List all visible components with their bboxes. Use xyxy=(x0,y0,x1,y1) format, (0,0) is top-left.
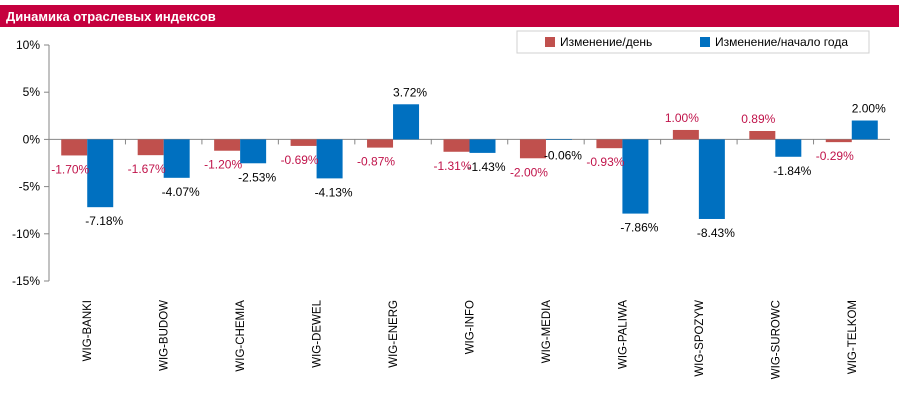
data-label-ytd: -4.13% xyxy=(315,185,353,199)
legend-label-ytd: Изменение/начало года xyxy=(715,35,848,49)
bar-day-change xyxy=(519,139,546,159)
bar-ytd-change xyxy=(698,139,725,219)
y-tick-label: 5% xyxy=(23,85,41,99)
bar-ytd-change xyxy=(87,139,114,208)
bar-day-change xyxy=(596,139,623,149)
data-label-ytd: -4.07% xyxy=(162,185,200,199)
data-label-day: -1.31% xyxy=(433,159,471,173)
x-category-label: WIG-ENERG xyxy=(388,300,400,368)
bar-ytd-change xyxy=(240,139,267,164)
y-tick-label: -10% xyxy=(12,227,40,241)
x-category-label: WIG-MEDIA xyxy=(541,300,553,364)
data-label-day: -1.67% xyxy=(128,162,166,176)
x-category-label: WIG-SPOZYW xyxy=(694,300,706,377)
data-label-day: -0.87% xyxy=(357,155,395,169)
bar-ytd-change xyxy=(393,104,420,140)
legend-box xyxy=(516,30,870,54)
data-label-ytd: -2.53% xyxy=(238,170,276,184)
x-category-label: WIG-TELKOM xyxy=(847,300,859,374)
x-category-label: WIG-CHEMIA xyxy=(235,300,247,372)
bar-ytd-change xyxy=(851,120,878,140)
x-category-label: WIG-PALIWA xyxy=(617,300,629,369)
bar-ytd-change xyxy=(545,139,572,140)
data-label-ytd: 2.00% xyxy=(852,102,886,116)
bar-ytd-change xyxy=(316,139,343,179)
data-label-day: -1.20% xyxy=(204,158,242,172)
y-tick-label: -5% xyxy=(19,180,41,194)
x-category-label: WIG-DEWEL xyxy=(312,299,324,367)
y-tick-label: 10% xyxy=(16,38,40,52)
data-label-day: 1.00% xyxy=(665,111,699,125)
bar-ytd-change xyxy=(775,139,802,157)
bar-day-change xyxy=(214,139,241,151)
legend-swatch-ytd xyxy=(700,37,710,47)
data-label-day: 0.89% xyxy=(741,112,775,126)
bar-day-change xyxy=(290,139,317,146)
data-label-ytd: -8.43% xyxy=(697,226,735,240)
bar-day-change xyxy=(672,129,699,140)
data-label-ytd: -7.18% xyxy=(85,214,123,228)
bar-day-change xyxy=(749,130,776,140)
data-label-ytd: -7.86% xyxy=(620,221,658,235)
data-label-day: -0.93% xyxy=(586,155,624,169)
data-label-ytd: -1.43% xyxy=(467,160,505,174)
x-category-label: WIG-INFO xyxy=(465,300,477,354)
data-label-ytd: -1.84% xyxy=(773,164,811,178)
x-category-label: WIG-BUDOW xyxy=(159,300,171,371)
x-category-label: WIG-SUROWC xyxy=(770,300,782,379)
bar-ytd-change xyxy=(622,139,649,214)
x-category-label: WIG-BANKI xyxy=(82,300,94,361)
data-label-day: -1.70% xyxy=(51,162,89,176)
bar-ytd-change xyxy=(469,139,496,153)
data-label-ytd: 3.72% xyxy=(393,85,427,99)
data-label-day: -0.69% xyxy=(281,153,319,167)
data-label-day: -0.29% xyxy=(816,149,854,163)
bar-day-change xyxy=(61,139,88,156)
legend-swatch-day xyxy=(545,37,555,47)
bar-day-change xyxy=(443,139,470,152)
bar-day-change xyxy=(825,139,852,143)
y-tick-label: -15% xyxy=(12,274,40,288)
chart-header: Динамика отраслевых индексов xyxy=(0,5,899,27)
bar-day-change xyxy=(367,139,394,148)
data-label-ytd: -0.06% xyxy=(544,148,582,162)
data-label-day: -2.00% xyxy=(510,165,548,179)
y-tick-label: 0% xyxy=(23,132,41,146)
bar-day-change xyxy=(137,139,164,156)
bar-ytd-change xyxy=(163,139,190,178)
chart-title: Динамика отраслевых индексов xyxy=(6,9,216,24)
legend-label-day: Изменение/день xyxy=(560,35,652,49)
